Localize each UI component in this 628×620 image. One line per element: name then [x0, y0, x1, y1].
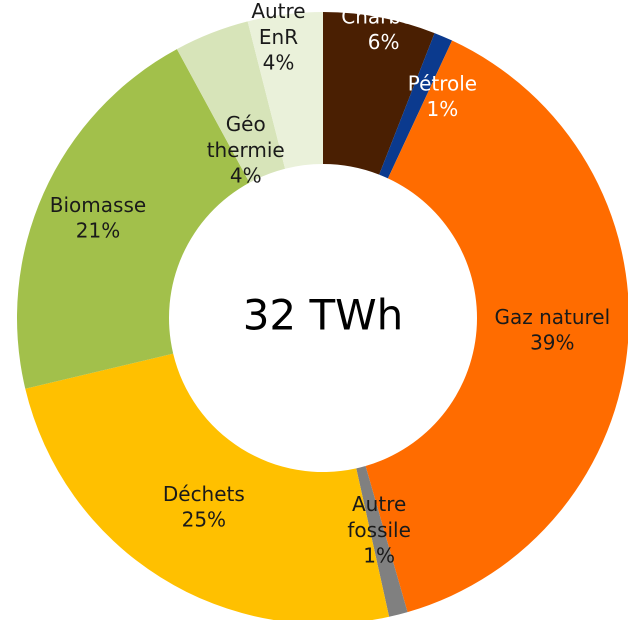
value-label: 1%	[363, 543, 395, 567]
value-label: 21%	[76, 219, 120, 243]
value-label: 39%	[530, 330, 574, 354]
value-label: 4%	[263, 51, 295, 75]
label-line: EnR	[259, 25, 298, 49]
label-line: Charbon	[341, 4, 426, 28]
donut-segment	[365, 40, 628, 613]
label-line: Pétrole	[408, 71, 477, 95]
segment-label: Biomasse	[50, 193, 146, 217]
label-line: Gaz naturel	[494, 304, 610, 328]
donut-segment	[323, 12, 435, 175]
segment-label: Autre EnR	[251, 0, 305, 49]
segment-label: Géo thermie	[207, 112, 285, 162]
segment-label: Pétrole	[408, 71, 477, 95]
value-label: 6%	[368, 30, 400, 54]
donut-segment	[17, 49, 250, 389]
value-label: 4%	[230, 164, 262, 188]
label-line: fossile	[347, 517, 411, 541]
segment-label: Déchets	[163, 481, 245, 505]
donut-segment	[247, 12, 323, 169]
label-line: Autre	[352, 491, 406, 515]
label-line: Autre	[251, 0, 305, 23]
value-label: 1%	[427, 97, 459, 121]
label-line: Déchets	[163, 481, 245, 505]
donut-segment	[25, 353, 390, 620]
label-line: Biomasse	[50, 193, 146, 217]
value-label: 25%	[182, 507, 226, 531]
center-label: 32 TWh	[243, 291, 404, 340]
segment-label: Charbon	[341, 4, 426, 28]
label-line: thermie	[207, 138, 285, 162]
segment-label: Gaz naturel	[494, 304, 610, 328]
segment-label: Autre fossile	[347, 491, 411, 541]
label-line: Géo	[226, 112, 266, 136]
donut-segment	[176, 21, 286, 183]
donut-segment	[356, 466, 408, 617]
donut-segment	[379, 33, 453, 179]
